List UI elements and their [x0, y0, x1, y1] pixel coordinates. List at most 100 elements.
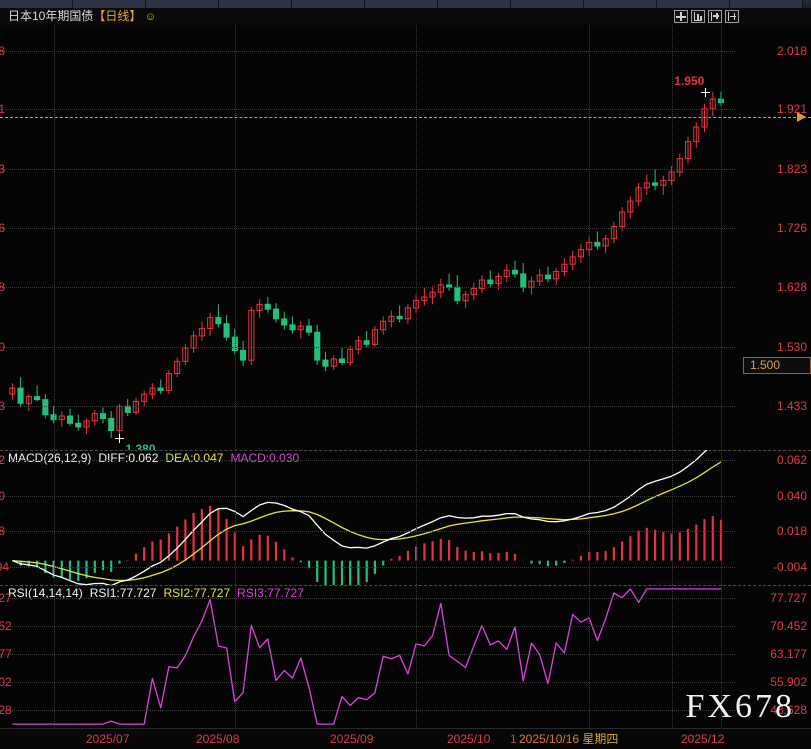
price-axis-highlight-label: 1.500	[743, 357, 811, 374]
chart-toolbar[interactable]	[674, 8, 739, 25]
rsi-pane[interactable]: RSI(14,14,14) RSI1:77.727 RSI2:77.727 RSI3:…	[0, 585, 811, 728]
macd-hist-value: MACD:0.030	[230, 451, 300, 465]
gridline	[234, 25, 236, 450]
gridline	[234, 450, 236, 585]
window-tab[interactable]	[730, 0, 803, 8]
chart-shift-icon[interactable]	[708, 10, 722, 23]
gridline	[0, 682, 735, 683]
price-axis-label-left: 1.530	[0, 339, 6, 354]
gridline	[0, 597, 735, 599]
window-tab[interactable]	[73, 0, 146, 8]
period-low-label: 1.380	[125, 441, 156, 450]
price-axis-label: 1.726	[776, 220, 807, 235]
macd-diff-value: DIFF:0.062	[98, 451, 159, 465]
rsi-axis-label: 63.177	[770, 646, 807, 661]
price-axis-label-left: 1.726	[0, 220, 6, 235]
macd-axis-label: 0.018	[776, 524, 807, 539]
gridline	[0, 168, 735, 170]
macd-plot-area[interactable]: 0.062 0.040 0.018 -0.004	[0, 450, 735, 585]
gridline	[0, 287, 735, 289]
rsi-plot-area[interactable]: 77.727 70.452 63.177 55.902 48.628	[0, 585, 735, 728]
chart-title-bar	[0, 8, 811, 25]
macd-axis-label: -0.004	[772, 560, 807, 575]
macd-axis-label-left: 0.040	[0, 488, 6, 503]
instrument-name: 日本10年期国债	[8, 9, 94, 23]
last-price-arrow-icon	[797, 111, 806, 122]
gridline	[589, 25, 591, 450]
window-tab[interactable]	[292, 0, 365, 8]
macd-axis-label-left: 0.062	[0, 452, 6, 467]
macd-axis-label: 0.062	[776, 452, 807, 467]
price-axis-label-left: 1.823	[0, 161, 6, 176]
gridline	[53, 450, 55, 585]
price-axis-label-left: 1.921	[0, 102, 6, 117]
price-y-axis[interactable]: 2.018 1.921 1.823 1.726 1.628 1.530 1.433 1.500	[735, 25, 811, 450]
window-tab[interactable]	[365, 0, 438, 8]
window-tab[interactable]	[219, 0, 292, 8]
gridline	[0, 459, 735, 461]
window-tab[interactable]	[146, 0, 219, 8]
rsi-axis-label-left: 55.902	[0, 675, 12, 689]
rsi-axis-label-left: 48.628	[0, 703, 12, 718]
crosshair-date: 2025/10/16	[519, 732, 583, 746]
crosshair-move-icon[interactable]	[674, 10, 688, 23]
gridline	[671, 25, 673, 450]
smiley-icon: ☺	[144, 11, 156, 23]
window-tab[interactable]	[438, 0, 511, 8]
chart-scale-icon[interactable]	[691, 10, 705, 23]
date-axis-label: 2025/09	[330, 732, 374, 746]
price-axis-label: 1.823	[776, 161, 807, 176]
rsi-axis-label-left: 77.727	[0, 590, 12, 605]
rsi-name: RSI(14,14,14)	[8, 586, 83, 600]
price-plot-area[interactable]: 2.018 1.921 1.823 1.726 1.628 1.530 1.433	[0, 25, 735, 450]
price-axis-label: 2.018	[776, 43, 807, 58]
rsi2-value: RSI2:77.727	[163, 586, 231, 600]
rsi3-value: RSI3:77.727	[237, 586, 304, 600]
macd-pane[interactable]: MACD(26,12,9) DIFF:0.062 DEA:0.047 MACD:0.0…	[0, 450, 811, 585]
period-high-marker-icon	[700, 87, 710, 97]
price-pane[interactable]: 2.018 1.921 1.823 1.726 1.628 1.530 1.433 2.01…	[0, 25, 811, 450]
date-axis-label: 1	[510, 732, 517, 746]
window-tab[interactable]	[0, 0, 73, 8]
rsi-axis-label: 48.628	[770, 703, 807, 718]
chart-latest-icon[interactable]	[725, 10, 739, 23]
gridline	[0, 710, 735, 712]
macd-axis-label: 0.040	[776, 488, 807, 503]
pane-divider-macd	[0, 450, 811, 451]
rsi-axis-label-left: 63.177	[0, 646, 12, 661]
gridline	[0, 227, 735, 229]
gridline	[589, 585, 591, 728]
rsi-header: RSI(14,14,14) RSI1:77.727 RSI2:77.727 RSI3:…	[8, 586, 311, 600]
rsi1-value: RSI1:77.727	[89, 586, 157, 600]
gridline	[671, 450, 673, 585]
gridline	[0, 653, 735, 655]
price-axis-label-left: 2.018	[0, 43, 6, 58]
gridline	[416, 450, 418, 585]
macd-y-axis[interactable]: 0.062 0.040 0.018 -0.004	[735, 450, 811, 585]
price-axis-label-left: 1.433	[0, 398, 6, 413]
period-low-marker-icon	[115, 433, 125, 443]
gridline	[0, 346, 735, 348]
rsi-axis-label-left: 70.452	[0, 618, 12, 633]
gridline	[53, 25, 55, 450]
gridline	[720, 25, 722, 450]
date-axis-label: 2025/12	[681, 732, 725, 746]
date-axis-label: 2025/10	[447, 732, 491, 746]
macd-series	[12, 450, 723, 585]
window-tab[interactable]	[657, 0, 730, 8]
gridline	[416, 25, 418, 450]
macd-axis-label-left: -0.004	[0, 560, 10, 575]
gridline	[720, 450, 722, 585]
gridline	[589, 450, 591, 585]
price-axis-label: 1.530	[776, 339, 807, 354]
window-tab[interactable]	[511, 0, 584, 8]
window-tab[interactable]	[584, 0, 657, 8]
rsi-y-axis[interactable]: 77.727 70.452 63.177 55.902 48.628	[735, 585, 811, 728]
gridline	[0, 405, 735, 407]
crosshair-date-tooltip: 2025/10/16 星期四	[519, 732, 618, 746]
macd-dea-value: DEA:0.047	[165, 451, 224, 465]
price-axis-label-left: 1.628	[0, 280, 6, 295]
date-axis-label: 2025/08	[196, 732, 240, 746]
date-x-axis[interactable]: 2025/07 2025/08 2025/09 2025/10 1 2025/12 2025…	[0, 728, 811, 749]
gridline	[0, 531, 735, 533]
